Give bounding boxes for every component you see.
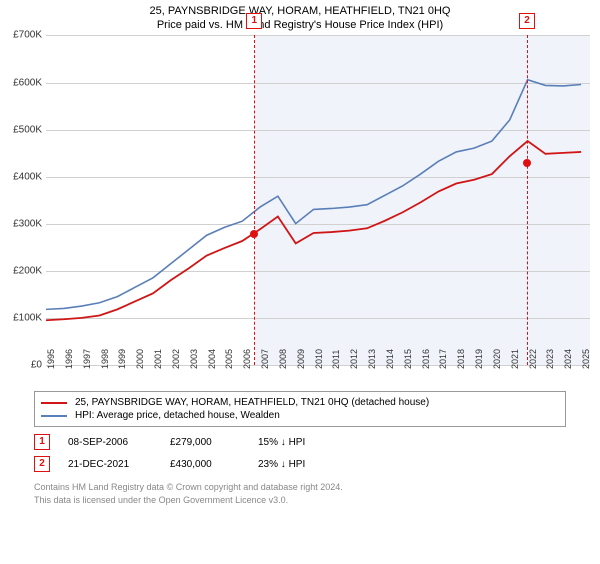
y-axis-label: £400K xyxy=(0,171,42,182)
events-table: 1 08-SEP-2006 £279,000 15% ↓ HPI 2 21-DEC-202… xyxy=(34,431,566,475)
footnote-line2: This data is licensed under the Open Gov… xyxy=(34,495,288,505)
legend-swatch xyxy=(41,402,67,404)
event-date: 21-DEC-2021 xyxy=(68,459,152,470)
footnote-line1: Contains HM Land Registry data © Crown c… xyxy=(34,482,343,492)
legend-label: 25, PAYNSBRIDGE WAY, HORAM, HEATHFIELD, … xyxy=(75,397,429,408)
event-price: £430,000 xyxy=(170,459,240,470)
event-marker-2: 2 xyxy=(34,456,50,472)
y-axis-label: £500K xyxy=(0,124,42,135)
event-marker-1: 1 xyxy=(34,434,50,450)
event-row: 1 08-SEP-2006 £279,000 15% ↓ HPI xyxy=(34,431,566,453)
event-price: £279,000 xyxy=(170,437,240,448)
chart-title: 25, PAYNSBRIDGE WAY, HORAM, HEATHFIELD, … xyxy=(0,4,600,19)
marker-line-1 xyxy=(254,35,255,365)
event-date: 08-SEP-2006 xyxy=(68,437,152,448)
chart-subtitle: Price paid vs. HM Land Registry's House … xyxy=(0,19,600,31)
event-pct: 15% ↓ HPI xyxy=(258,437,378,448)
y-axis-label: £700K xyxy=(0,30,42,41)
legend-swatch xyxy=(41,415,67,417)
marker-box-1: 1 xyxy=(246,13,262,29)
marker-box-2: 2 xyxy=(519,13,535,29)
series-property xyxy=(46,141,581,320)
marker-dot-2 xyxy=(523,159,531,167)
marker-dot-1 xyxy=(250,230,258,238)
legend-row: HPI: Average price, detached house, Weal… xyxy=(41,409,559,422)
legend: 25, PAYNSBRIDGE WAY, HORAM, HEATHFIELD, … xyxy=(34,391,566,427)
y-axis-label: £100K xyxy=(0,313,42,324)
line-chart-svg xyxy=(46,35,590,365)
legend-label: HPI: Average price, detached house, Weal… xyxy=(75,410,280,421)
legend-row: 25, PAYNSBRIDGE WAY, HORAM, HEATHFIELD, … xyxy=(41,396,559,409)
marker-line-2 xyxy=(527,35,528,365)
plot-background: £0£100K£200K£300K£400K£500K£600K£700K199… xyxy=(46,35,590,365)
y-axis-label: £600K xyxy=(0,77,42,88)
y-axis-label: £200K xyxy=(0,266,42,277)
y-axis-label: £0 xyxy=(0,360,42,371)
footnote: Contains HM Land Registry data © Crown c… xyxy=(34,481,566,505)
event-row: 2 21-DEC-2021 £430,000 23% ↓ HPI xyxy=(34,453,566,475)
y-axis-label: £300K xyxy=(0,218,42,229)
event-pct: 23% ↓ HPI xyxy=(258,459,378,470)
series-hpi xyxy=(46,80,581,310)
chart-area: £0£100K£200K£300K£400K£500K£600K£700K199… xyxy=(46,35,590,385)
